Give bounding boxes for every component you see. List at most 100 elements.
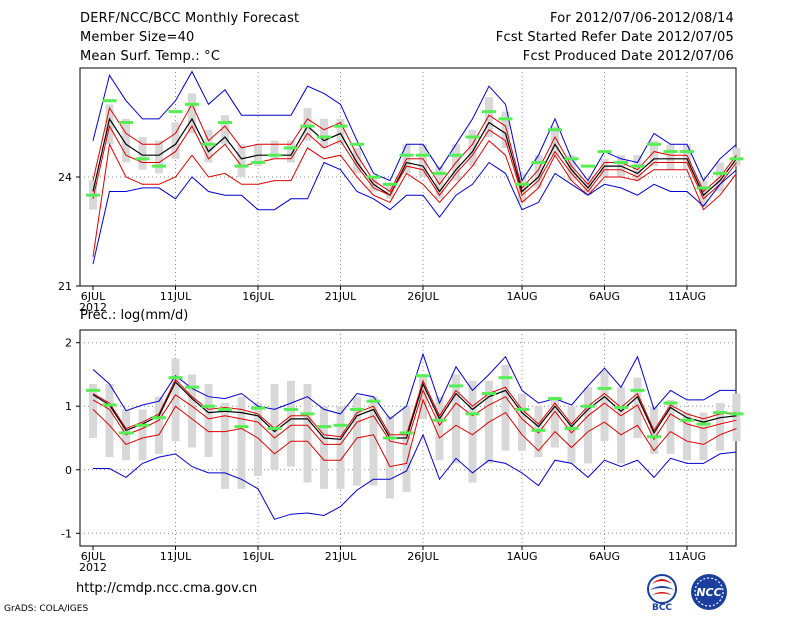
green-marker (234, 425, 249, 429)
spread-box (287, 140, 295, 163)
spread-box (633, 377, 642, 438)
green-marker (729, 157, 744, 161)
website-link[interactable]: http://cmdp.ncc.cma.gov.cn (76, 581, 258, 596)
spread-box (204, 384, 213, 458)
x-tick-label: 11JUL (160, 550, 192, 563)
green-marker (663, 401, 678, 405)
spread-box (716, 403, 724, 451)
green-marker (366, 399, 381, 403)
grads-credit: GrADS: COLA/IGES (4, 604, 89, 614)
y-tick-label: 1 (65, 400, 72, 413)
green-marker (366, 175, 381, 179)
green-marker (548, 397, 562, 401)
x-tick-label: 1AUG (506, 290, 537, 303)
green-marker (432, 171, 447, 175)
spread-box (617, 387, 625, 464)
green-marker (515, 407, 529, 411)
green-marker (564, 426, 579, 430)
green-marker (515, 182, 529, 186)
green-marker (465, 412, 480, 416)
spread-box (699, 180, 708, 207)
spread-box (254, 403, 262, 477)
spread-box (122, 118, 130, 163)
green-marker (581, 404, 595, 408)
x-tick-label: 16JUL (242, 290, 274, 303)
spread-box (204, 129, 213, 163)
x-tick-label: 11AUG (668, 290, 706, 303)
spread-box (353, 396, 361, 486)
green-marker (135, 423, 150, 427)
spread-box (699, 412, 708, 461)
green-marker (449, 384, 463, 388)
series-line-p90 (92, 103, 737, 193)
series-line-mean (92, 381, 737, 440)
y-tick-label: 2 (65, 337, 72, 350)
spread-box (89, 384, 97, 438)
series-line-p10 (92, 389, 737, 445)
green-marker (647, 435, 661, 439)
series-line-p05 (92, 139, 737, 257)
green-marker (86, 388, 100, 392)
x-tick-label: 6AUG (589, 550, 620, 563)
green-marker (300, 412, 315, 416)
spread-box (402, 406, 411, 492)
spread-box (501, 111, 510, 148)
green-marker (218, 121, 232, 124)
green-marker (696, 422, 711, 426)
refer-date: Fcst Started Refer Date 2012/07/05 (495, 30, 734, 45)
header-right: For 2012/07/06-2012/08/14 Fcst Started R… (496, 9, 734, 66)
precip-panel-title: Prec.: log(mm/d) (80, 308, 189, 323)
spread-box (435, 396, 444, 461)
green-marker (350, 142, 364, 146)
spread-box (270, 140, 279, 159)
spread-box (683, 412, 691, 461)
green-marker (267, 153, 282, 157)
spread-box (567, 155, 576, 181)
spread-box (600, 158, 609, 177)
green-marker (135, 157, 150, 161)
y-tick-label: 24 (58, 171, 72, 184)
spread-box (237, 396, 246, 489)
green-marker (284, 407, 298, 411)
green-marker (152, 164, 166, 168)
spread-box (320, 406, 328, 489)
spread-box (369, 396, 378, 486)
spread-box (600, 371, 609, 442)
spread-box (666, 399, 675, 454)
spread-box (353, 147, 361, 174)
x-tick-label: 16JUL (242, 550, 274, 563)
member-size: Member Size=40 (80, 30, 195, 45)
variable-label: Mean Surf. Temp.: °C (80, 49, 221, 64)
x-tick-label: 11AUG (668, 550, 706, 563)
spread-box (336, 406, 345, 489)
x-sublabel: 2012 (79, 561, 107, 574)
green-marker (630, 164, 645, 168)
series-line-min (93, 433, 737, 520)
green-marker (168, 110, 183, 114)
temperature-panel: 6JUL 11JUL 16JUL 21JUL 26JUL 1AUG 6AUG 11AUG 201… (58, 67, 744, 314)
spread-box (683, 144, 691, 170)
spread-box (221, 115, 229, 145)
green-marker (185, 102, 199, 106)
spread-box (732, 147, 741, 167)
spread-box (518, 393, 526, 451)
series-line-min (92, 161, 737, 265)
series-line-mean (92, 117, 737, 197)
x-tick-label: 21JUL (325, 290, 357, 303)
spread-box (452, 374, 460, 464)
series-line-max (92, 70, 737, 182)
green-marker (152, 416, 166, 420)
green-marker (350, 407, 364, 411)
series-line-max (92, 352, 737, 420)
green-marker (614, 406, 628, 410)
ncc-logo: NCC (691, 574, 727, 610)
green-marker (696, 186, 711, 190)
green-marker (630, 388, 645, 392)
green-marker (383, 182, 397, 186)
green-marker (317, 135, 331, 139)
series-line-p90 (92, 378, 737, 438)
header-left: DERF/NCC/BCC Monthly Forecast Member Siz… (80, 9, 299, 66)
green-marker (663, 150, 678, 154)
spread-box (419, 144, 427, 177)
